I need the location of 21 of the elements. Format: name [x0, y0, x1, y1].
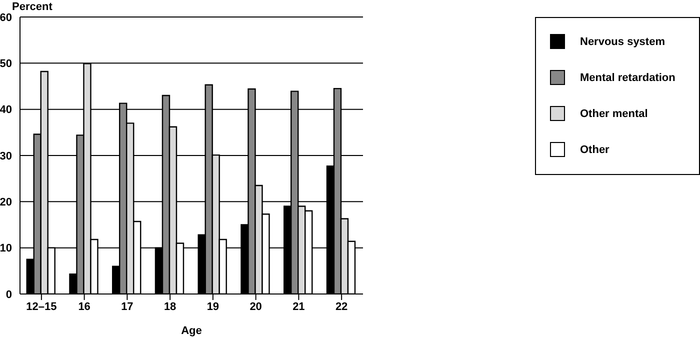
x-tick-label: 19 — [206, 300, 220, 313]
x-tick-label: 21 — [292, 300, 305, 313]
x-tick-label: 18 — [164, 300, 176, 313]
x-tick-label: 22 — [335, 300, 348, 313]
y-tick-label: 40 — [0, 104, 12, 116]
legend-label: Other — [580, 144, 610, 156]
legend-label: Mental retardation — [580, 72, 676, 84]
x-tick-label: 12–15 — [26, 300, 57, 313]
legend-label: Other mental — [580, 108, 648, 120]
y-tick-label: 50 — [0, 58, 12, 70]
y-tick-label: 30 — [0, 150, 12, 162]
x-tick-label: 16 — [78, 300, 90, 313]
x-tick-label: 17 — [121, 300, 134, 313]
y-tick-label: 10 — [0, 242, 12, 255]
legend-label: Nervous system — [580, 36, 665, 48]
x-tick-label: 20 — [250, 300, 262, 313]
y-tick-label: 0 — [6, 288, 12, 301]
x-axis-title: Age — [181, 325, 202, 337]
y-tick-label: 20 — [0, 196, 12, 209]
y-tick-label: 60 — [0, 12, 12, 24]
y-axis-title: Percent — [12, 1, 52, 13]
